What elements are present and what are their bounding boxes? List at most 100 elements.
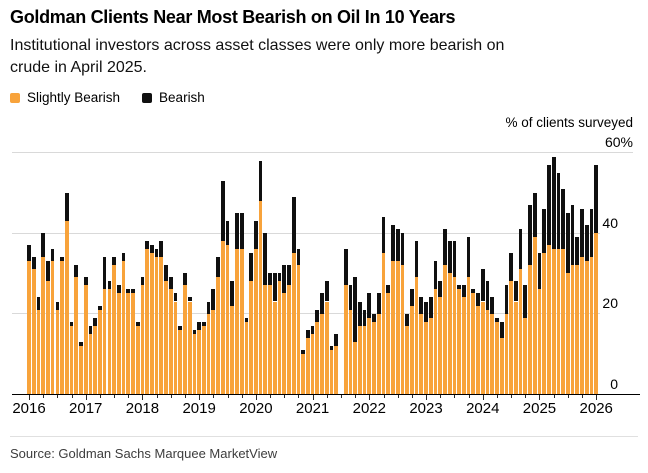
x-tick-quarter [355, 395, 357, 398]
bar-segment-slightly-bearish [249, 281, 253, 394]
bar-segment-bearish [381, 217, 386, 254]
x-tick-quarter [397, 395, 399, 398]
bar-segment-slightly-bearish [447, 273, 452, 394]
bar-segment-slightly-bearish [310, 333, 315, 394]
bar-segment-slightly-bearish [291, 253, 296, 394]
bar-segment-slightly-bearish [589, 257, 594, 394]
x-tick-year [539, 395, 541, 400]
x-tick-quarter [284, 395, 286, 398]
bar-segment-slightly-bearish [457, 289, 461, 394]
bar-segment-bearish [121, 253, 126, 262]
x-tick-quarter [582, 395, 584, 398]
bar-segment-bearish [315, 309, 320, 322]
x-tick-quarter [468, 395, 470, 398]
bar-segment-slightly-bearish [301, 353, 305, 394]
gridline-40 [12, 233, 600, 234]
bar-segment-bearish [329, 345, 334, 350]
bar-segment-slightly-bearish [287, 285, 291, 394]
bar-segment-slightly-bearish [334, 345, 339, 394]
bar-segment-bearish [306, 329, 310, 338]
bar-segment-slightly-bearish [376, 313, 381, 394]
bar-segment-bearish [79, 341, 83, 346]
gridline-20 [12, 313, 600, 314]
bar-segment-bearish [64, 192, 69, 222]
bar-segment-slightly-bearish [518, 269, 523, 394]
bar-segment-slightly-bearish [490, 313, 495, 394]
bar-segment-bearish [367, 293, 372, 318]
x-tick-quarter [227, 395, 229, 398]
bar-segment-bearish [112, 257, 116, 266]
source-divider [10, 436, 638, 437]
bar-segment-slightly-bearish [381, 253, 386, 394]
bar-segment-slightly-bearish [594, 233, 599, 394]
bar-segment-slightly-bearish [126, 293, 131, 394]
bar-segment-bearish [348, 285, 353, 310]
bar-segment-bearish [211, 289, 216, 310]
bar-segment-bearish [452, 241, 457, 278]
bar-segment-bearish [46, 261, 50, 282]
bar-segment-bearish [131, 289, 135, 294]
bar-segment-bearish [282, 265, 287, 294]
bar-segment-slightly-bearish [206, 313, 211, 394]
bar-segment-bearish [192, 329, 197, 334]
bar-segment-slightly-bearish [230, 305, 235, 394]
bar-segment-bearish [135, 321, 140, 326]
bar-segment-bearish [457, 285, 461, 290]
bar-segment-slightly-bearish [532, 237, 537, 394]
bar-segment-bearish [159, 241, 164, 258]
bar-segment-bearish [495, 317, 499, 322]
y-tick-label-20: 20 [602, 295, 618, 311]
bar-segment-slightly-bearish [462, 297, 466, 394]
x-tick-label-2017: 2017 [69, 400, 103, 417]
bar-segment-bearish [272, 273, 277, 302]
bar-segment-bearish [480, 269, 485, 302]
bar-segment-bearish [320, 293, 324, 314]
bar-segment-bearish [164, 265, 168, 282]
bar-segment-slightly-bearish [570, 265, 575, 394]
x-tick-year [426, 395, 428, 400]
bar-segment-slightly-bearish [391, 261, 395, 394]
bar-segment-bearish [301, 349, 305, 354]
bar-segment-bearish [202, 321, 206, 326]
x-tick-year [482, 395, 484, 400]
x-tick-label-2016: 2016 [12, 400, 46, 417]
bar-segment-slightly-bearish [329, 349, 334, 394]
bar-segment-bearish [400, 233, 405, 266]
legend-label-bearish: Bearish [159, 90, 205, 105]
x-tick-quarter [213, 395, 215, 398]
bar-segment-bearish [471, 289, 476, 294]
bar-segment-bearish [239, 213, 244, 250]
bar-segment-bearish [372, 313, 376, 322]
x-tick-quarter [184, 395, 186, 398]
bar-segment-bearish [187, 297, 192, 302]
bar-segment-slightly-bearish [565, 273, 570, 394]
bar-segment-slightly-bearish [150, 253, 154, 394]
x-tick-quarter [326, 395, 328, 398]
x-tick-quarter [241, 395, 243, 398]
bar-segment-bearish [386, 285, 391, 294]
bar-segment-slightly-bearish [216, 277, 220, 394]
bar-segment-bearish [518, 229, 523, 270]
bar-segment-bearish [291, 196, 296, 254]
x-tick-quarter [454, 395, 456, 398]
bar-segment-slightly-bearish [414, 277, 419, 394]
bar-segment-bearish [542, 209, 547, 254]
bar-segment-slightly-bearish [575, 265, 580, 394]
bar-segment-slightly-bearish [485, 309, 490, 394]
x-tick-year [29, 395, 30, 400]
x-tick-quarter [57, 395, 59, 398]
x-tick-quarter [128, 395, 130, 398]
bar-segment-slightly-bearish [358, 325, 362, 394]
x-tick-quarter [99, 395, 101, 398]
bar-segment-slightly-bearish [561, 249, 565, 394]
bar-segment-bearish [268, 273, 272, 286]
bar-segment-bearish [537, 253, 542, 290]
bar-segment-slightly-bearish [438, 297, 443, 394]
page-title: Goldman Clients Near Most Bearish on Oil… [10, 7, 456, 27]
bar-segment-slightly-bearish [282, 293, 287, 394]
bar-segment-slightly-bearish [419, 313, 424, 394]
bar-segment-slightly-bearish [514, 301, 518, 394]
x-tick-quarter [170, 395, 172, 398]
bar-segment-bearish [570, 204, 575, 266]
bar-segment-bearish [395, 229, 400, 262]
